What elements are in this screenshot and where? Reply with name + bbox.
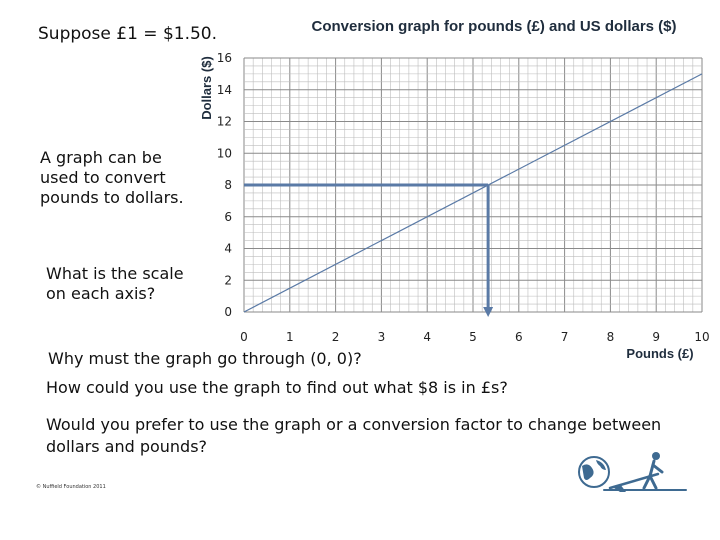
y-tick-label: 2	[224, 273, 232, 287]
x-tick-label: 10	[694, 330, 709, 344]
x-axis-label: Pounds (£)	[626, 346, 693, 361]
x-tick-label: 6	[515, 330, 523, 344]
y-tick-label: 6	[224, 210, 232, 224]
y-tick-label: 0	[224, 305, 232, 319]
x-tick-label: 8	[607, 330, 615, 344]
graph-explanation-text: A graph can be used to convert pounds to…	[40, 148, 184, 207]
x-tick-label: 5	[469, 330, 477, 344]
reading-arrows	[244, 183, 494, 317]
y-tick-label: 12	[217, 115, 232, 129]
nuffield-logo	[578, 452, 687, 492]
x-tick-label: 1	[286, 330, 294, 344]
y-tick-label: 14	[217, 83, 232, 97]
globe-icon	[578, 456, 610, 488]
x-tick-label: 9	[652, 330, 660, 344]
y-tick-label: 8	[224, 178, 232, 192]
question-origin: Why must the graph go through (0, 0)?	[48, 349, 362, 368]
x-tick-label: 3	[378, 330, 386, 344]
y-axis-label: Dollars ($)	[199, 56, 214, 120]
question-eight-dollars: How could you use the graph to find out …	[46, 378, 508, 397]
y-tick-label: 4	[224, 242, 232, 256]
y-tick-label: 10	[217, 146, 232, 160]
chart-grid	[243, 57, 703, 313]
x-tick-label: 2	[332, 330, 340, 344]
lever-person-icon	[603, 452, 687, 492]
series-layer	[243, 73, 703, 313]
x-tick-label: 4	[423, 330, 431, 344]
chart-title: Conversion graph for pounds (£) and US d…	[311, 18, 676, 35]
x-tick-label: 7	[561, 330, 569, 344]
conversion-line	[243, 73, 703, 313]
y-tick-label: 16	[217, 51, 232, 65]
scale-question-text: What is the scale on each axis?	[46, 264, 184, 303]
question-prefer: Would you prefer to use the graph or a c…	[46, 415, 662, 456]
copyright-text: © Nuffield Foundation 2011	[36, 484, 106, 490]
x-tick-label: 0	[240, 330, 248, 344]
premise-text: Suppose £1 = $1.50.	[38, 24, 218, 44]
